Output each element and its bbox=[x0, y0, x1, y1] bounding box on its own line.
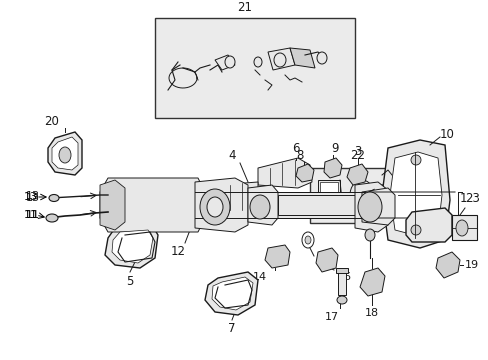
Ellipse shape bbox=[302, 232, 313, 248]
Ellipse shape bbox=[336, 296, 346, 304]
Polygon shape bbox=[215, 55, 235, 70]
Text: 10: 10 bbox=[439, 129, 454, 141]
Polygon shape bbox=[435, 252, 459, 278]
Ellipse shape bbox=[455, 220, 467, 236]
Text: 4: 4 bbox=[228, 149, 235, 162]
Polygon shape bbox=[212, 277, 252, 310]
Text: 3: 3 bbox=[354, 145, 361, 158]
Ellipse shape bbox=[200, 189, 229, 225]
Polygon shape bbox=[100, 178, 204, 232]
Text: 1: 1 bbox=[459, 192, 467, 204]
Polygon shape bbox=[112, 230, 153, 263]
Ellipse shape bbox=[305, 236, 310, 244]
Text: 11: 11 bbox=[26, 210, 40, 220]
Bar bbox=[309, 168, 429, 223]
Ellipse shape bbox=[49, 194, 59, 202]
Text: 21: 21 bbox=[237, 1, 252, 14]
Polygon shape bbox=[315, 248, 337, 272]
Bar bbox=[335, 268, 347, 273]
Ellipse shape bbox=[273, 53, 285, 67]
Text: 20: 20 bbox=[44, 115, 60, 128]
Ellipse shape bbox=[316, 52, 326, 64]
Text: 13: 13 bbox=[26, 191, 40, 201]
Ellipse shape bbox=[249, 195, 269, 219]
Bar bbox=[319, 182, 337, 208]
Text: 2: 2 bbox=[374, 270, 382, 283]
Text: 19: 19 bbox=[464, 260, 478, 270]
Text: 11: 11 bbox=[24, 210, 38, 220]
Text: 18: 18 bbox=[364, 308, 378, 318]
Polygon shape bbox=[278, 195, 364, 215]
Ellipse shape bbox=[206, 197, 223, 217]
Polygon shape bbox=[247, 185, 278, 225]
Text: 17: 17 bbox=[324, 312, 338, 322]
Text: 11: 11 bbox=[26, 210, 40, 220]
Text: 14: 14 bbox=[252, 272, 266, 282]
Polygon shape bbox=[52, 137, 78, 170]
Polygon shape bbox=[195, 192, 364, 218]
Text: 9: 9 bbox=[330, 142, 338, 155]
Text: 22: 22 bbox=[350, 149, 365, 162]
Ellipse shape bbox=[357, 192, 381, 222]
Bar bbox=[451, 215, 476, 240]
Ellipse shape bbox=[410, 225, 420, 235]
Polygon shape bbox=[289, 48, 314, 68]
Polygon shape bbox=[100, 180, 125, 230]
Polygon shape bbox=[324, 158, 341, 178]
Polygon shape bbox=[346, 164, 367, 185]
Polygon shape bbox=[354, 182, 387, 232]
Polygon shape bbox=[389, 152, 441, 236]
Text: 15: 15 bbox=[317, 258, 331, 268]
Ellipse shape bbox=[364, 229, 374, 241]
Polygon shape bbox=[48, 132, 82, 175]
Polygon shape bbox=[195, 178, 247, 232]
Ellipse shape bbox=[349, 180, 373, 210]
Bar bbox=[317, 180, 339, 210]
Polygon shape bbox=[267, 48, 294, 70]
Polygon shape bbox=[264, 245, 289, 268]
Polygon shape bbox=[405, 208, 451, 242]
Bar bbox=[155, 18, 354, 118]
Ellipse shape bbox=[59, 147, 71, 163]
Ellipse shape bbox=[224, 56, 235, 68]
Ellipse shape bbox=[253, 57, 262, 67]
Polygon shape bbox=[105, 225, 158, 268]
Text: 7: 7 bbox=[228, 322, 235, 335]
Ellipse shape bbox=[354, 186, 368, 204]
Bar bbox=[337, 270, 346, 295]
Text: 6: 6 bbox=[292, 142, 299, 155]
Text: 13: 13 bbox=[26, 193, 40, 203]
Text: 5: 5 bbox=[126, 275, 133, 288]
Polygon shape bbox=[258, 158, 311, 188]
Text: 23: 23 bbox=[464, 192, 479, 205]
Polygon shape bbox=[361, 188, 394, 225]
Polygon shape bbox=[204, 272, 258, 315]
Polygon shape bbox=[295, 164, 313, 182]
Text: 16: 16 bbox=[337, 272, 351, 282]
Text: 12: 12 bbox=[170, 245, 185, 258]
Polygon shape bbox=[381, 140, 449, 248]
Text: 8: 8 bbox=[296, 149, 303, 162]
Polygon shape bbox=[372, 183, 394, 207]
Ellipse shape bbox=[46, 214, 58, 222]
Polygon shape bbox=[359, 268, 384, 296]
Ellipse shape bbox=[410, 155, 420, 165]
Polygon shape bbox=[212, 182, 258, 212]
Text: 13: 13 bbox=[24, 192, 38, 202]
